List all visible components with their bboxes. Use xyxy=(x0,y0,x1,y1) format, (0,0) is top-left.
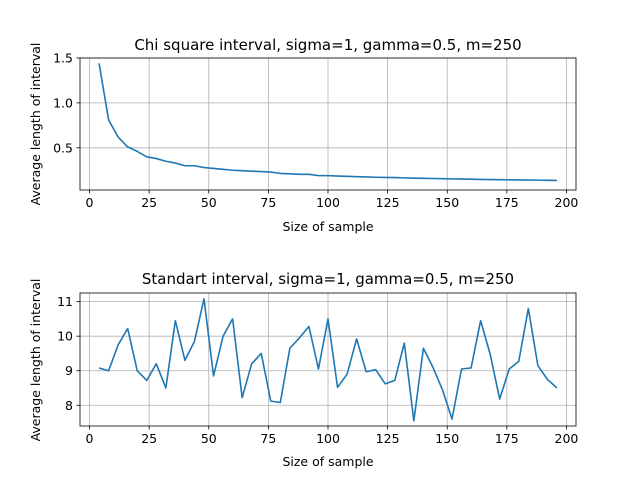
x-tick-label: 100 xyxy=(316,431,340,446)
chi-square-xlabel: Size of sample xyxy=(282,219,373,234)
standart-panel: Standart interval, sigma=1, gamma=0.5, m… xyxy=(28,270,578,469)
y-tick-label: 1.5 xyxy=(53,51,73,66)
standart-xlabel: Size of sample xyxy=(282,454,373,469)
y-tick-label: 8 xyxy=(65,398,73,413)
x-tick-label: 25 xyxy=(141,431,157,446)
x-tick-label: 75 xyxy=(260,195,276,210)
x-tick-label: 150 xyxy=(435,195,459,210)
x-tick-label: 175 xyxy=(495,431,519,446)
standart-ylabel: Average length of interval xyxy=(28,279,43,442)
x-tick-label: 125 xyxy=(376,431,400,446)
x-tick-label: 50 xyxy=(201,431,217,446)
x-tick-label: 150 xyxy=(435,431,459,446)
x-tick-label: 75 xyxy=(260,431,276,446)
y-tick-label: 11 xyxy=(57,294,73,309)
y-tick-label: 0.5 xyxy=(53,140,73,155)
x-tick-label: 0 xyxy=(86,195,94,210)
y-tick-label: 1.0 xyxy=(53,95,73,110)
chi-square-panel: Chi square interval, sigma=1, gamma=0.5,… xyxy=(28,36,578,234)
x-tick-label: 0 xyxy=(86,431,94,446)
y-tick-label: 9 xyxy=(65,363,73,378)
y-tick-label: 10 xyxy=(57,329,73,344)
x-tick-label: 25 xyxy=(141,195,157,210)
x-tick-label: 175 xyxy=(495,195,519,210)
x-tick-label: 100 xyxy=(316,195,340,210)
x-tick-label: 125 xyxy=(376,195,400,210)
chi-square-title: Chi square interval, sigma=1, gamma=0.5,… xyxy=(134,36,521,54)
x-tick-label: 50 xyxy=(201,195,217,210)
series-line xyxy=(98,298,558,422)
chi-square-ylabel: Average length of interval xyxy=(28,43,43,206)
standart-title: Standart interval, sigma=1, gamma=0.5, m… xyxy=(142,270,514,288)
series-line xyxy=(98,63,557,182)
x-tick-label: 200 xyxy=(555,195,579,210)
x-tick-label: 200 xyxy=(555,431,579,446)
